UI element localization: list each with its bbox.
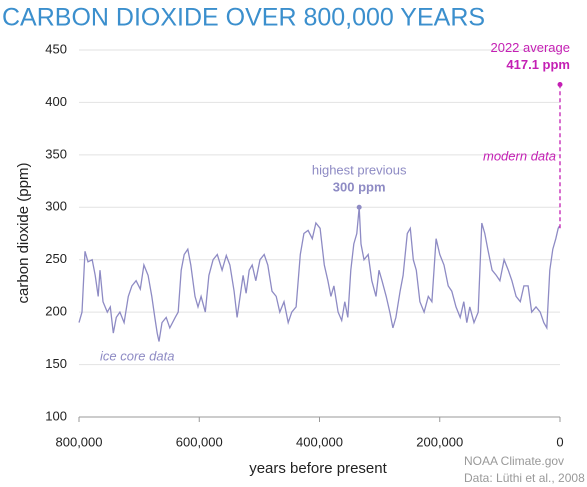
series-line: [78, 207, 560, 342]
y-axis-label: carbon dioxide (ppm): [15, 163, 32, 304]
source: NOAA Climate.gov: [464, 454, 564, 468]
source: Data: Lüthi et al., 2008: [464, 471, 585, 485]
series-label: ice core data: [100, 348, 174, 363]
y-tick-label: 450: [45, 41, 67, 56]
y-tick-label: 400: [45, 94, 67, 109]
x-tick-label: 0: [556, 434, 563, 449]
highlight-text: 2022 average: [490, 40, 570, 55]
series-label: modern data: [483, 148, 556, 163]
chart-title: CARBON DIOXIDE OVER 800,000 YEARS: [2, 4, 485, 32]
x-tick-label: 200,000: [416, 434, 463, 449]
x-tick-label: 400,000: [296, 434, 343, 449]
x-tick-label: 600,000: [176, 434, 223, 449]
y-tick-label: 350: [45, 146, 67, 161]
y-tick-label: 150: [45, 356, 67, 371]
x-tick-label: 800,000: [56, 434, 103, 449]
highlight-text: highest previous: [312, 163, 407, 178]
y-tick-label: 300: [45, 199, 67, 214]
y-tick-label: 100: [45, 408, 67, 423]
highlight-label: 417.1 ppm: [506, 57, 570, 72]
x-axis-label: years before present: [249, 460, 387, 477]
highlight-label: 300 ppm: [333, 180, 386, 195]
highlight-point: [356, 204, 362, 210]
y-tick-label: 200: [45, 304, 67, 319]
highlight-point: [557, 81, 563, 87]
y-tick-label: 250: [45, 251, 67, 266]
